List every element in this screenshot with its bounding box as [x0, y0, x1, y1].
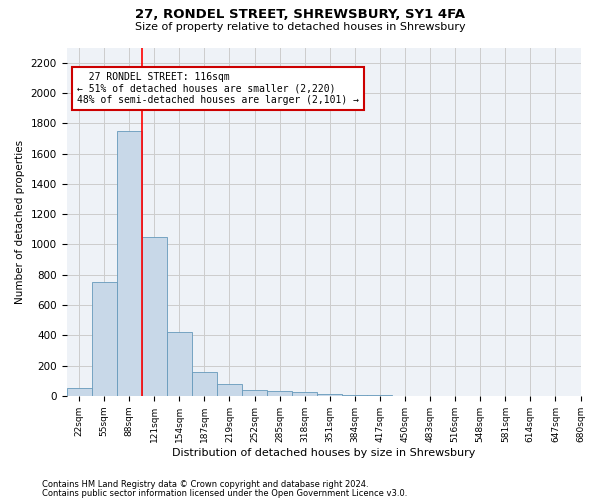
- Text: 27, RONDEL STREET, SHREWSBURY, SY1 4FA: 27, RONDEL STREET, SHREWSBURY, SY1 4FA: [135, 8, 465, 20]
- Bar: [142, 237, 167, 396]
- Text: 27 RONDEL STREET: 116sqm
← 51% of detached houses are smaller (2,220)
48% of sem: 27 RONDEL STREET: 116sqm ← 51% of detach…: [77, 72, 359, 105]
- Bar: [67, 388, 92, 396]
- Bar: [343, 395, 367, 396]
- Text: Contains HM Land Registry data © Crown copyright and database right 2024.: Contains HM Land Registry data © Crown c…: [42, 480, 368, 489]
- Bar: [92, 282, 116, 396]
- Bar: [317, 394, 343, 396]
- Text: Size of property relative to detached houses in Shrewsbury: Size of property relative to detached ho…: [134, 22, 466, 32]
- Bar: [192, 372, 217, 396]
- X-axis label: Distribution of detached houses by size in Shrewsbury: Distribution of detached houses by size …: [172, 448, 475, 458]
- Text: Contains public sector information licensed under the Open Government Licence v3: Contains public sector information licen…: [42, 488, 407, 498]
- Bar: [267, 392, 292, 396]
- Bar: [292, 392, 317, 396]
- Bar: [217, 384, 242, 396]
- Bar: [167, 332, 192, 396]
- Bar: [242, 390, 267, 396]
- Y-axis label: Number of detached properties: Number of detached properties: [15, 140, 25, 304]
- Bar: [116, 131, 142, 396]
